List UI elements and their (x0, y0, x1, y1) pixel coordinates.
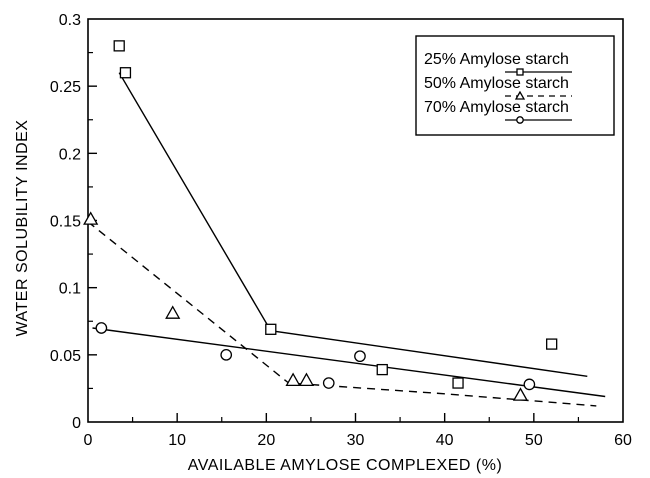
y-tick-label: 0.1 (59, 281, 81, 298)
triangle-data-point (512, 387, 529, 401)
y-tick-label: 0.3 (59, 12, 81, 29)
x-tick-label: 30 (347, 432, 365, 449)
triangle-data-point (83, 211, 99, 225)
y-tick-label: 0 (72, 415, 81, 432)
x-tick-label: 40 (436, 432, 454, 449)
circle-data-point (354, 350, 366, 363)
legend-marker-circle (516, 116, 524, 124)
square-data-point (376, 363, 388, 376)
circle-fit-line (92, 327, 606, 398)
square-data-point (546, 338, 558, 350)
legend-entry-label: 70% Amylose starch (424, 99, 569, 116)
x-tick-label: 10 (168, 432, 186, 449)
x-tick-label: 20 (257, 432, 275, 449)
triangle-data-point (285, 372, 301, 387)
data-markers (83, 40, 558, 401)
legend-marker-triangle (514, 90, 526, 100)
legend-entry-label: 25% Amylose starch (424, 51, 569, 68)
circle-data-point (95, 322, 108, 334)
tick-labels: 0 10 20 30 40 50 60 0 0.05 0.1 0.15 0.2 0.25 0.3 (50, 12, 632, 449)
circle-data-point (322, 377, 335, 389)
x-tick-label: 0 (84, 432, 93, 449)
square-data-point (113, 40, 125, 52)
triangle-data-point (298, 372, 315, 387)
x-axis-label: AVAILABLE AMYLOSE COMPLEXED (%) (188, 457, 503, 474)
legend-entry-label: 50% Amylose starch (424, 75, 569, 92)
square-data-point (452, 377, 464, 389)
square-data-point (119, 67, 132, 79)
triangle-fit-line (87, 221, 597, 407)
triangle-data-point (165, 305, 181, 319)
y-tick-label: 0.25 (50, 79, 81, 96)
y-tick-label: 0.15 (50, 214, 81, 231)
y-tick-label: 0.05 (50, 348, 81, 365)
circle-data-point (220, 348, 233, 361)
legend-marker-square (516, 68, 524, 76)
legend: 25% Amylose starch 50% Amylose starch 70% … (415, 35, 615, 136)
circle-data-point (523, 378, 536, 391)
legend-box (415, 35, 615, 136)
y-axis-label: WATER SOLUBILITY INDEX (14, 120, 31, 337)
y-tick-label: 0.2 (59, 146, 81, 163)
square-data-point (265, 323, 277, 335)
x-tick-label: 60 (614, 432, 632, 449)
x-tick-label: 50 (525, 432, 543, 449)
